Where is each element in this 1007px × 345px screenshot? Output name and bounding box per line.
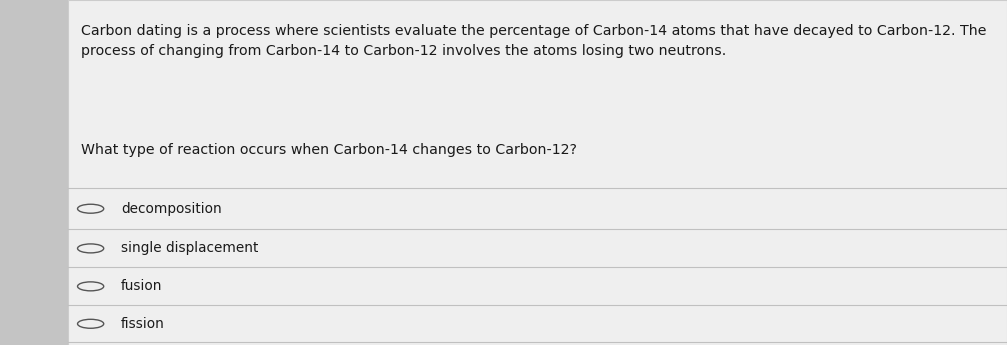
Text: fusion: fusion xyxy=(121,279,162,293)
Text: single displacement: single displacement xyxy=(121,241,258,255)
Text: fission: fission xyxy=(121,317,165,331)
Text: Carbon dating is a process where scientists evaluate the percentage of Carbon-14: Carbon dating is a process where scienti… xyxy=(81,24,986,58)
Text: decomposition: decomposition xyxy=(121,202,222,216)
Text: What type of reaction occurs when Carbon-14 changes to Carbon-12?: What type of reaction occurs when Carbon… xyxy=(81,143,577,157)
Bar xyxy=(0,0,68,345)
